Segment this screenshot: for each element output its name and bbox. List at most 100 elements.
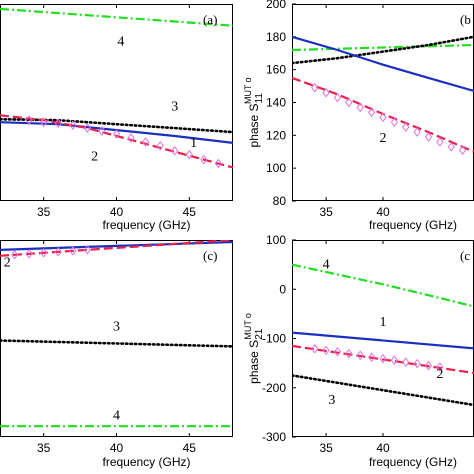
series-4-marker <box>333 92 342 103</box>
x-tick-label: 35 <box>319 441 333 455</box>
curve-label: 2 <box>91 150 98 165</box>
series-3-marker <box>333 346 342 357</box>
y-axis-label: phase S11MUTo <box>243 78 265 148</box>
y-tick-label: 100 <box>266 161 286 175</box>
axes-frame <box>0 240 233 437</box>
y-tick-label: 200 <box>266 0 286 11</box>
series-3-line <box>292 374 474 407</box>
series-2-marker <box>54 246 62 257</box>
series-4-marker <box>185 149 193 160</box>
curve-label: 1 <box>380 315 387 330</box>
curve-label: 1 <box>190 136 197 151</box>
series-4-marker <box>368 107 376 118</box>
series-4-marker <box>436 137 444 147</box>
series-4-marker <box>447 141 455 152</box>
y-tick-label: 140 <box>266 96 286 110</box>
y-axis-label-sub: 11 <box>254 93 265 104</box>
curve-label: 3 <box>171 99 178 114</box>
series-2-line <box>0 114 233 169</box>
series-3-marker <box>345 348 353 359</box>
series-4-marker <box>171 145 179 156</box>
series-4-marker <box>142 137 150 147</box>
series-3-marker <box>390 355 398 366</box>
series-4-marker <box>345 97 353 108</box>
x-axis-label: frequency (GHz) <box>102 455 190 469</box>
series-3-marker <box>311 344 319 354</box>
series-4-marker <box>413 127 421 137</box>
plot-area <box>292 263 474 407</box>
x-tick-label: 40 <box>110 205 124 219</box>
x-tick-label: 40 <box>376 441 390 455</box>
axes-frame <box>292 240 474 437</box>
chart-panel-4: 35 40 -300 -200 -100 0 100 frequency (GHz) phase… <box>243 233 474 469</box>
x-axis-label: frequency (GHz) <box>102 218 190 232</box>
series-1-line <box>292 35 474 93</box>
series-3-line <box>0 339 233 348</box>
curve-label: 2 <box>4 256 11 271</box>
series-4-marker <box>214 158 223 169</box>
series-4-line <box>292 263 474 308</box>
series-4-marker <box>379 112 387 123</box>
series-4-marker <box>127 133 135 143</box>
series-4-line <box>292 43 474 52</box>
series-4-marker <box>54 118 62 129</box>
series-4-marker <box>390 117 398 128</box>
series-1-line <box>0 240 233 251</box>
curve-label: 4 <box>323 258 330 273</box>
panel-letter: (b <box>460 12 471 27</box>
series-3-marker <box>368 352 376 363</box>
series-3-marker <box>402 357 410 367</box>
series-3-marker <box>356 350 364 361</box>
y-axis-label-sup: MUT <box>243 84 253 104</box>
series-4-marker <box>156 141 164 151</box>
series-4-marker <box>424 132 433 142</box>
series-1-line <box>292 331 474 350</box>
series-4-marker <box>322 87 330 98</box>
y-tick-label: 100 <box>266 233 286 247</box>
series-4-marker <box>402 122 410 132</box>
series-4-marker <box>459 145 467 155</box>
series-3-marker <box>424 360 433 371</box>
series-3-line <box>292 35 474 65</box>
axes-frame <box>292 4 474 201</box>
y-axis-label-degree: o <box>243 78 253 83</box>
x-tick-label: 40 <box>110 441 124 455</box>
y-axis-label-sub: 21 <box>254 328 265 340</box>
x-tick-label: 35 <box>37 205 51 219</box>
series-4-marker <box>25 115 33 126</box>
x-tick-label: 40 <box>376 205 390 219</box>
series-3-marker <box>436 362 444 372</box>
y-axis-label-degree: o <box>243 313 253 318</box>
y-tick-label: -100 <box>262 332 286 346</box>
y-axis-label-main: phase S <box>247 340 261 384</box>
curve-label: 2 <box>436 367 443 382</box>
series-3-marker <box>322 345 330 356</box>
y-tick-label: 160 <box>266 63 286 77</box>
series-4-marker <box>69 120 77 130</box>
y-tick-label: 120 <box>266 128 286 142</box>
series-2-marker <box>69 246 77 256</box>
curve-label: 3 <box>328 393 335 408</box>
curve-label: 2 <box>380 131 387 146</box>
y-axis-label-main: phase S <box>247 103 261 147</box>
y-tick-label: 180 <box>266 30 286 44</box>
series-4-marker <box>112 129 121 139</box>
series-4-marker <box>356 102 364 113</box>
series-3-line <box>0 117 233 134</box>
series-2-line <box>292 344 474 375</box>
series-4-marker <box>200 154 208 165</box>
series-4-marker <box>83 123 91 133</box>
series-3-marker <box>413 358 421 369</box>
panel-letter: (c) <box>203 248 217 263</box>
plot-area <box>0 240 233 428</box>
chart-panel-2: 35 40 80 100 120 140 160 180 200 frequency (GHz) p… <box>243 0 474 232</box>
series-4-marker <box>98 126 106 136</box>
y-axis-label: phase S21MUT o <box>243 313 265 384</box>
y-tick-label: -200 <box>262 381 286 395</box>
panel-letter: (c <box>460 248 470 263</box>
curve-label: 3 <box>113 320 120 335</box>
series-2-marker <box>10 249 19 260</box>
x-tick-label: 35 <box>37 441 51 455</box>
